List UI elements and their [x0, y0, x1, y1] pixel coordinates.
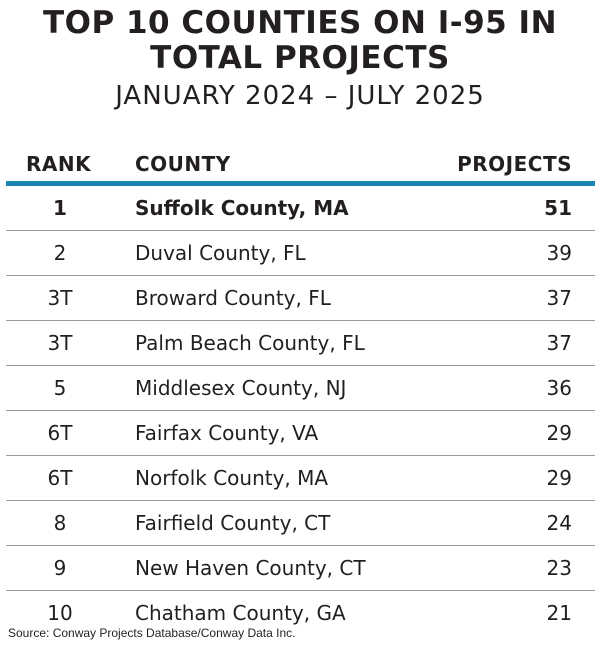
county-cell: Broward County, FL	[135, 286, 331, 310]
table-body: 1 Suffolk County, MA 51 2 Duval County, FL 39…	[6, 186, 595, 635]
rank-cell: 2	[53, 241, 67, 265]
projects-cell: 37	[546, 286, 572, 310]
projects-cell: 23	[546, 556, 572, 580]
county-cell: Chatham County, GA	[135, 601, 346, 625]
county-cell: Norfolk County, MA	[135, 466, 329, 490]
table-row: 3T Palm Beach County, FL 37	[6, 321, 595, 366]
rank-cell: 6T	[47, 421, 73, 445]
column-header-county: COUNTY	[135, 152, 231, 176]
chart-title: TOP 10 COUNTIES ON I-95 IN TOTAL PROJECT…	[0, 6, 600, 76]
county-cell: New Haven County, CT	[135, 556, 366, 580]
header-rule	[6, 181, 595, 186]
projects-cell: 39	[546, 241, 572, 265]
rank-cell: 3T	[47, 286, 73, 310]
table-row: 3T Broward County, FL 37	[6, 276, 595, 321]
county-cell: Middlesex County, NJ	[135, 376, 347, 400]
rank-cell: 8	[53, 511, 67, 535]
table-row: 10 Chatham County, GA 21	[6, 591, 595, 635]
rank-cell: 1	[53, 196, 67, 220]
projects-cell: 29	[546, 466, 572, 490]
projects-cell: 29	[546, 421, 572, 445]
rank-cell: 3T	[47, 331, 73, 355]
table-row: 9 New Haven County, CT 23	[6, 546, 595, 591]
table-row: 1 Suffolk County, MA 51	[6, 186, 595, 231]
table-row: 6T Fairfax County, VA 29	[6, 411, 595, 456]
rank-cell: 6T	[47, 466, 73, 490]
title-line-1: TOP 10 COUNTIES ON I-95 IN	[42, 5, 558, 41]
projects-cell: 24	[546, 511, 572, 535]
column-header-rank: RANK	[26, 152, 92, 176]
table-row: 6T Norfolk County, MA 29	[6, 456, 595, 501]
projects-cell: 36	[546, 376, 572, 400]
county-cell: Fairfield County, CT	[135, 511, 331, 535]
table-row: 8 Fairfield County, CT 24	[6, 501, 595, 546]
rank-cell: 9	[53, 556, 67, 580]
chart-subtitle: JANUARY 2024 – JULY 2025	[115, 81, 485, 111]
projects-cell: 21	[546, 601, 572, 625]
county-cell: Suffolk County, MA	[135, 196, 349, 220]
rank-cell: 5	[53, 376, 67, 400]
projects-cell: 51	[544, 196, 572, 220]
projects-cell: 37	[546, 331, 572, 355]
table-row: 5 Middlesex County, NJ 36	[6, 366, 595, 411]
source-note: Source: Conway Projects Database/Conway …	[8, 626, 296, 640]
rank-cell: 10	[47, 601, 73, 625]
county-cell: Duval County, FL	[135, 241, 306, 265]
county-cell: Palm Beach County, FL	[135, 331, 365, 355]
table-row: 2 Duval County, FL 39	[6, 231, 595, 276]
column-header-projects: PROJECTS	[457, 152, 572, 176]
title-line-2: TOTAL PROJECTS	[150, 40, 450, 76]
county-cell: Fairfax County, VA	[135, 421, 319, 445]
